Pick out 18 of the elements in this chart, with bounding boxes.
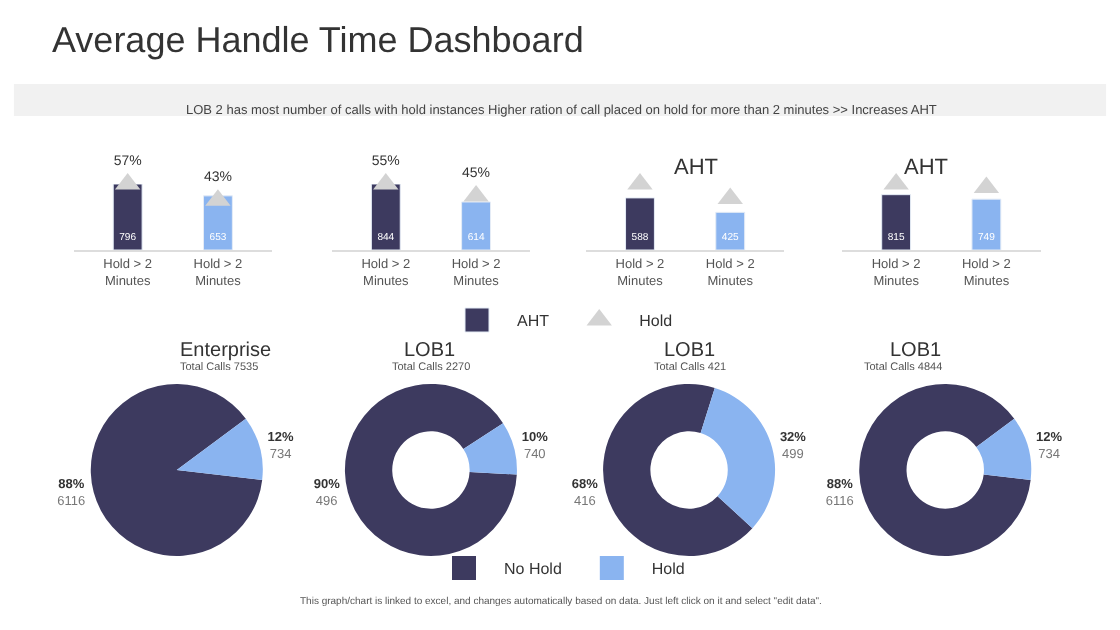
- chart-title: LOB1: [890, 340, 943, 362]
- text: AHT: [674, 156, 719, 180]
- legend-label: AHT: [517, 312, 550, 331]
- text: AHT: [904, 156, 949, 180]
- donut-slice: [859, 384, 1031, 556]
- legend-label: Hold: [639, 312, 673, 331]
- legend-label: No Hold: [504, 560, 562, 579]
- donut-slice: [700, 387, 776, 529]
- chart-title: Enterprise: [180, 340, 273, 362]
- donut-slice: [463, 423, 517, 475]
- chart-title: LOB1: [404, 340, 457, 362]
- donut-slice: [603, 384, 753, 556]
- pie-slice: [90, 384, 263, 556]
- donut-slice: [976, 418, 1032, 480]
- text: Average Handle Time Dashboard: [52, 20, 584, 60]
- chart-title: LOB1: [664, 340, 717, 362]
- legend-label: Hold: [651, 560, 685, 579]
- pie-slice: [176, 418, 263, 480]
